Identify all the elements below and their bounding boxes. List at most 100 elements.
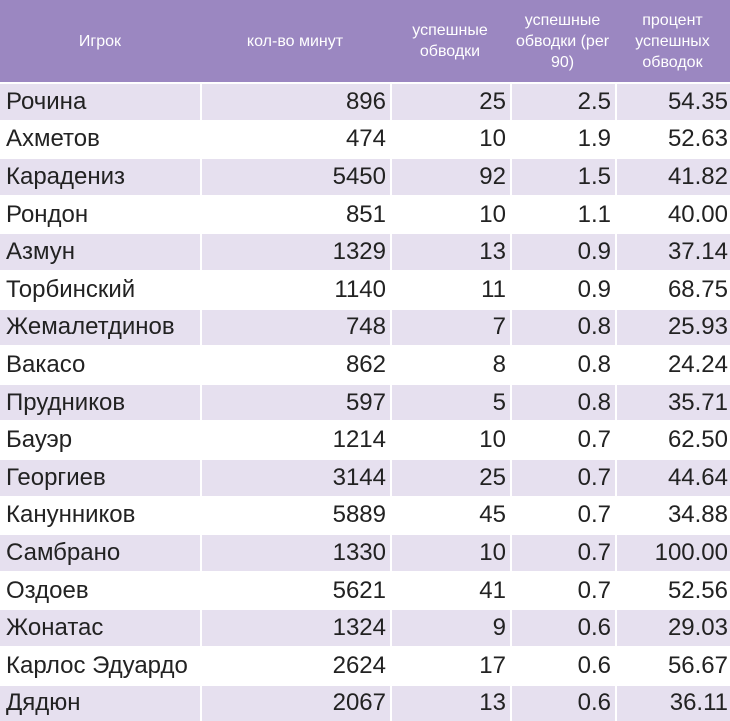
successful-dribbles-cell: 45 — [390, 497, 510, 534]
minutes-cell: 3144 — [200, 459, 390, 496]
dribble-percent-cell: 37.14 — [615, 234, 730, 270]
table-row[interactable]: Дядюн 2067 13 0.6 36.11 — [0, 683, 730, 721]
successful-dribbles-cell: 25 — [390, 459, 510, 496]
player-name-cell: Карадениз — [6, 162, 126, 190]
minutes-cell: 597 — [200, 384, 390, 421]
dribble-percent-cell: 52.56 — [615, 572, 730, 609]
dribble-percent-cell: 29.03 — [615, 610, 730, 646]
minutes-cell: 748 — [200, 309, 390, 346]
dribbles-per90-cell: 0.7 — [510, 497, 615, 534]
dribble-percent-cell: 62.50 — [615, 422, 730, 458]
table-row[interactable]: Вакасо 862 8 0.8 24.24 — [0, 345, 730, 383]
dribble-percent-cell: 100.00 — [615, 535, 730, 571]
table-row[interactable]: Карадениз 5450 92 1.5 41.82 — [0, 157, 730, 195]
table-body: Рочина 896 25 2.5 54.35 Ахметов 474 10 1.9 52.63 К… — [0, 82, 730, 721]
dribbles-per90-cell: 0.6 — [510, 610, 615, 646]
dribbles-per90-cell: 2.5 — [510, 84, 615, 120]
successful-dribbles-cell: 10 — [390, 422, 510, 458]
dribble-percent-cell: 36.11 — [615, 685, 730, 721]
player-name-cell: Торбинский — [6, 275, 136, 303]
player-name-cell: Самбрано — [6, 538, 121, 566]
minutes-cell: 1214 — [200, 422, 390, 458]
dribble-percent-cell: 54.35 — [615, 84, 730, 120]
dribbles-per90-cell: 0.7 — [510, 422, 615, 458]
dribble-percent-cell: 56.67 — [615, 647, 730, 684]
successful-dribbles-cell: 10 — [390, 196, 510, 233]
dribbles-per90-cell: 1.1 — [510, 196, 615, 233]
successful-dribbles-cell: 8 — [390, 347, 510, 383]
table-row[interactable]: Георгиев 3144 25 0.7 44.64 — [0, 457, 730, 496]
minutes-cell: 1330 — [200, 535, 390, 571]
minutes-cell: 2624 — [200, 647, 390, 684]
dribbles-per90-cell: 0.8 — [510, 309, 615, 346]
table-row[interactable]: Рочина 896 25 2.5 54.35 — [0, 82, 730, 120]
player-name-cell: Дядюн — [6, 689, 81, 717]
dribbles-per90-cell: 0.8 — [510, 347, 615, 383]
header-player[interactable]: Игрок — [78, 32, 122, 50]
minutes-cell: 1329 — [200, 234, 390, 270]
successful-dribbles-cell: 13 — [390, 234, 510, 270]
table-header: Игрок кол-во минут успешные обводки успе… — [0, 0, 730, 82]
player-name-cell: Георгиев — [6, 463, 106, 491]
dribbles-per90-cell: 0.9 — [510, 271, 615, 308]
table-row[interactable]: Рондон 851 10 1.1 40.00 — [0, 194, 730, 233]
player-name-cell: Жемалетдинов — [6, 313, 175, 341]
dribble-percent-cell: 25.93 — [615, 309, 730, 346]
player-name-cell: Ахметов — [6, 125, 100, 153]
minutes-cell: 5889 — [200, 497, 390, 534]
header-dribbles-per90[interactable]: успешные обводки (per 90) — [515, 11, 610, 71]
player-name-cell: Азмун — [6, 238, 76, 266]
table-row[interactable]: Самбрано 1330 10 0.7 100.00 — [0, 533, 730, 571]
dribble-percent-cell: 44.64 — [615, 459, 730, 496]
dribbles-per90-cell: 0.8 — [510, 384, 615, 421]
player-name-cell: Карлос Эдуардо — [6, 651, 188, 679]
table-row[interactable]: Азмун 1329 13 0.9 37.14 — [0, 232, 730, 270]
minutes-cell: 851 — [200, 196, 390, 233]
player-name-cell: Оздоев — [6, 576, 89, 604]
header-dribble-percent[interactable]: процент успешных обводок — [635, 11, 710, 71]
player-name-cell: Бауэр — [6, 426, 73, 454]
minutes-cell: 2067 — [200, 685, 390, 721]
minutes-cell: 896 — [200, 84, 390, 120]
table-row[interactable]: Бауэр 1214 10 0.7 62.50 — [0, 420, 730, 458]
dribbles-per90-cell: 1.5 — [510, 159, 615, 195]
successful-dribbles-cell: 92 — [390, 159, 510, 195]
successful-dribbles-cell: 25 — [390, 84, 510, 120]
minutes-cell: 1324 — [200, 610, 390, 646]
player-name-cell: Прудников — [6, 388, 126, 416]
dribbles-per90-cell: 1.9 — [510, 121, 615, 158]
successful-dribbles-cell: 5 — [390, 384, 510, 421]
dribble-percent-cell: 24.24 — [615, 347, 730, 383]
minutes-cell: 1140 — [200, 271, 390, 308]
table-row[interactable]: Прудников 597 5 0.8 35.71 — [0, 382, 730, 421]
minutes-cell: 5621 — [200, 572, 390, 609]
table-row[interactable]: Ахметов 474 10 1.9 52.63 — [0, 119, 730, 158]
table-row[interactable]: Торбинский 1140 11 0.9 68.75 — [0, 269, 730, 308]
table-row[interactable]: Карлос Эдуардо 2624 17 0.6 56.67 — [0, 645, 730, 684]
dribble-percent-cell: 40.00 — [615, 196, 730, 233]
successful-dribbles-cell: 41 — [390, 572, 510, 609]
header-minutes[interactable]: кол-во минут — [246, 32, 344, 50]
player-name-cell: Канунников — [6, 501, 136, 529]
dribbles-per90-cell: 0.7 — [510, 459, 615, 496]
dribble-percent-cell: 52.63 — [615, 121, 730, 158]
dribble-percent-cell: 41.82 — [615, 159, 730, 195]
minutes-cell: 474 — [200, 121, 390, 158]
successful-dribbles-cell: 11 — [390, 271, 510, 308]
minutes-cell: 862 — [200, 347, 390, 383]
dribble-percent-cell: 34.88 — [615, 497, 730, 534]
player-name-cell: Рочина — [6, 87, 87, 115]
dribbles-per90-cell: 0.6 — [510, 647, 615, 684]
table-row[interactable]: Канунников 5889 45 0.7 34.88 — [0, 495, 730, 534]
successful-dribbles-cell: 10 — [390, 121, 510, 158]
player-name-cell: Жонатас — [6, 614, 104, 642]
successful-dribbles-cell: 10 — [390, 535, 510, 571]
header-successful-dribbles[interactable]: успешные обводки — [412, 22, 488, 60]
player-name-cell: Рондон — [6, 200, 89, 228]
table-row[interactable]: Жонатас 1324 9 0.6 29.03 — [0, 608, 730, 646]
dribbles-per90-cell: 0.7 — [510, 572, 615, 609]
table-row[interactable]: Жемалетдинов 748 7 0.8 25.93 — [0, 307, 730, 346]
table-row[interactable]: Оздоев 5621 41 0.7 52.56 — [0, 570, 730, 609]
successful-dribbles-cell: 17 — [390, 647, 510, 684]
